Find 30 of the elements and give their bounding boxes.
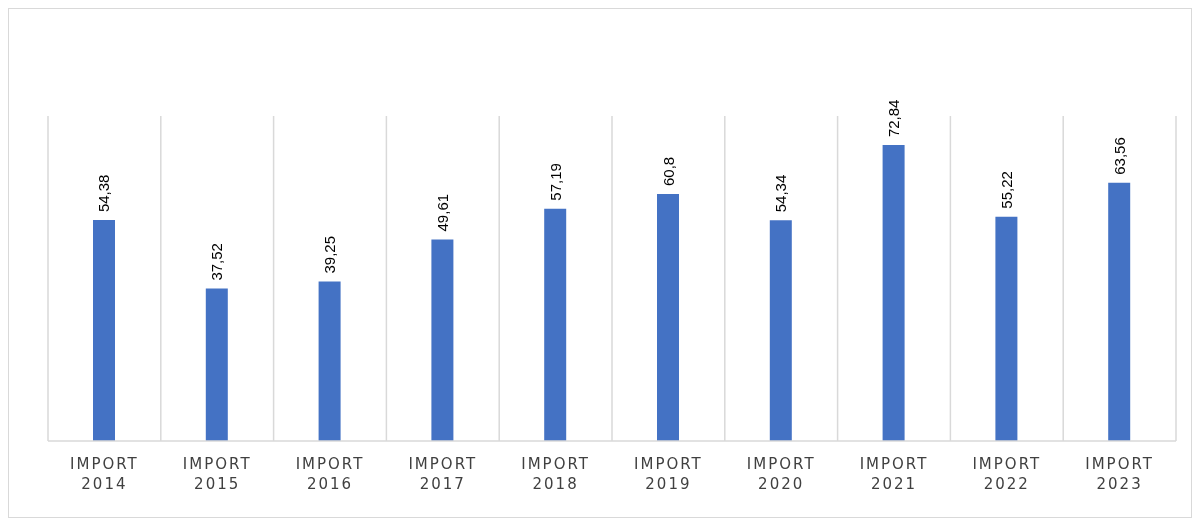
data-label: 54,34 xyxy=(772,174,790,213)
x-tick-label: IMPORT 2015 xyxy=(182,455,252,493)
x-tick-label: IMPORT 2022 xyxy=(972,455,1042,493)
data-label: 49,61 xyxy=(433,193,451,232)
data-label: 57,19 xyxy=(546,163,564,201)
x-tick-label: IMPORT 2018 xyxy=(521,455,590,493)
data-label: 54,38 xyxy=(95,174,113,213)
x-tick-label: IMPORT 2023 xyxy=(1085,455,1154,493)
bar xyxy=(431,239,454,441)
x-tick-label: IMPORT 2017 xyxy=(408,455,478,493)
bar xyxy=(995,216,1018,441)
bar xyxy=(769,220,792,441)
x-tick-label: IMPORT 2014 xyxy=(70,455,139,493)
bar xyxy=(318,281,341,441)
x-tick-label: IMPORT 2019 xyxy=(634,455,703,493)
bar xyxy=(544,208,567,441)
bar xyxy=(657,194,679,441)
x-tick-label: IMPORT 2016 xyxy=(295,455,365,493)
data-label: 60,8 xyxy=(659,156,677,186)
x-tick-label: IMPORT 2021 xyxy=(859,455,929,493)
bar xyxy=(205,288,228,441)
data-label: 37,52 xyxy=(208,243,226,281)
data-label: 55,22 xyxy=(997,171,1015,209)
data-label: 39,25 xyxy=(321,236,339,274)
bar xyxy=(882,145,905,441)
data-label: 63,56 xyxy=(1110,137,1128,175)
x-tick-label: IMPORT 2020 xyxy=(746,455,816,493)
bar xyxy=(1108,182,1131,441)
bar xyxy=(93,220,115,441)
data-label: 72,84 xyxy=(885,99,903,138)
